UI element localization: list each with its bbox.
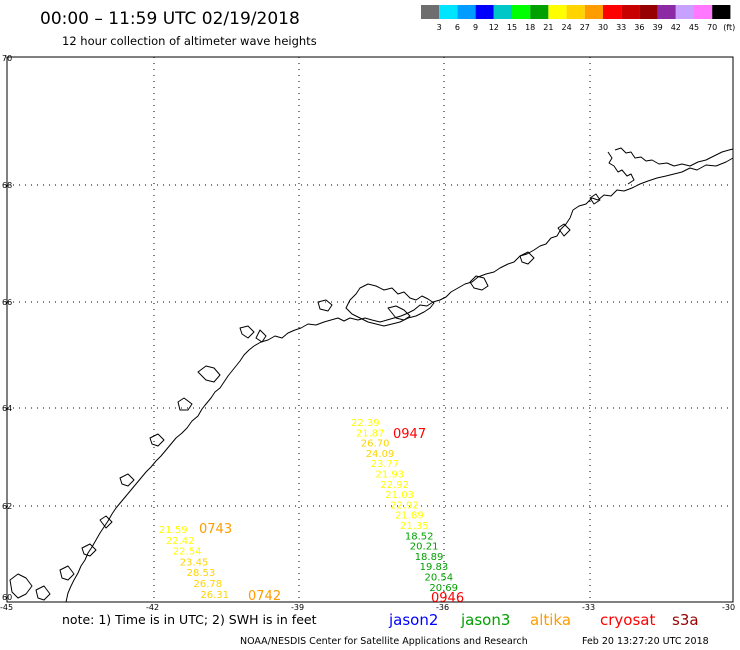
wave-height-reading: 18.52 bbox=[405, 531, 434, 542]
legend-swatch bbox=[603, 5, 622, 19]
map-title: 00:00 – 11:59 UTC 02/19/2018 bbox=[40, 9, 300, 29]
wave-height-reading: 26.78 bbox=[194, 579, 223, 590]
wave-height-reading: 20.69 bbox=[429, 583, 458, 594]
wave-height-reading: 26.31 bbox=[200, 590, 229, 601]
wave-height-reading: 21.93 bbox=[376, 470, 405, 481]
legend-swatch bbox=[566, 5, 585, 19]
pass-time-label: 0742 bbox=[248, 589, 281, 604]
wave-height-reading: 21.87 bbox=[356, 428, 385, 439]
lon-label: -36 bbox=[436, 603, 449, 612]
wave-height-reading: 20.54 bbox=[425, 573, 454, 584]
lat-label: 62 bbox=[2, 502, 12, 511]
track-0743: 0743 21.5922.4222.5423.4528.5326.7826.31… bbox=[159, 522, 281, 604]
satellite-legend: jason2 jason3 altika cryosat s3a bbox=[388, 611, 699, 629]
wave-height-reading: 20.21 bbox=[410, 542, 439, 553]
legend-label: 33 bbox=[616, 23, 626, 32]
legend-label: 6 bbox=[455, 23, 460, 32]
legend-label: 70 bbox=[707, 23, 717, 32]
pass-time-label: 0743 bbox=[199, 522, 232, 537]
lat-label: 66 bbox=[2, 298, 12, 307]
legend-swatch bbox=[530, 5, 549, 19]
wave-height-reading: 18.89 bbox=[415, 552, 444, 563]
lat-label: 64 bbox=[2, 404, 12, 413]
legend-label: 18 bbox=[525, 23, 535, 32]
legend-label: 15 bbox=[507, 23, 517, 32]
legend-label: 39 bbox=[653, 23, 663, 32]
legend-unit: (ft) bbox=[723, 23, 735, 32]
legend-label: 21 bbox=[543, 23, 553, 32]
track-0947: 0947 22.3921.8726.7024.0923.7721.9322.92… bbox=[351, 418, 464, 606]
legend-swatch bbox=[584, 5, 603, 19]
legend-label: 24 bbox=[562, 23, 572, 32]
lon-label: -30 bbox=[722, 603, 735, 612]
lat-label: 70 bbox=[2, 54, 12, 63]
wave-height-reading: 22.39 bbox=[351, 418, 380, 429]
legend-swatch bbox=[457, 5, 476, 19]
satellite-altika: altika bbox=[530, 611, 571, 629]
lon-label: -39 bbox=[291, 603, 304, 612]
longitude-labels: -45 -42 -39 -36 -33 -30 bbox=[0, 603, 735, 612]
lat-label: 60 bbox=[2, 593, 12, 602]
graticule bbox=[7, 57, 733, 602]
lon-label: -33 bbox=[582, 603, 595, 612]
legend-label: 9 bbox=[473, 23, 478, 32]
wave-height-reading: 22.92 bbox=[380, 480, 409, 491]
footnote: note: 1) Time is in UTC; 2) SWH is in fe… bbox=[62, 612, 317, 627]
legend-swatch bbox=[712, 5, 731, 19]
wave-height-reading: 26.70 bbox=[361, 439, 390, 450]
generation-timestamp: Feb 20 13:27:20 UTC 2018 bbox=[582, 636, 709, 647]
map-subtitle: 12 hour collection of altimeter wave hei… bbox=[62, 34, 317, 48]
credit-line: NOAA/NESDIS Center for Satellite Applica… bbox=[240, 636, 528, 647]
wave-height-reading: 21.35 bbox=[400, 521, 429, 532]
legend-swatch bbox=[512, 5, 531, 19]
legend-swatch bbox=[621, 5, 640, 19]
satellite-cryosat: cryosat bbox=[600, 611, 655, 629]
pass-time-label: 0947 bbox=[393, 427, 426, 442]
map-frame bbox=[6, 56, 734, 603]
legend-swatch bbox=[421, 5, 440, 19]
latitude-labels: 70 68 66 64 62 60 bbox=[2, 54, 12, 602]
legend-label: 42 bbox=[671, 23, 681, 32]
lon-label: -42 bbox=[146, 603, 159, 612]
legend-label: 30 bbox=[598, 23, 608, 32]
legend-label: 45 bbox=[689, 23, 699, 32]
satellite-s3a: s3a bbox=[672, 611, 699, 629]
wave-height-reading: 22.54 bbox=[173, 547, 202, 558]
greenland-coastline bbox=[9, 147, 734, 603]
lon-label: -45 bbox=[0, 603, 13, 612]
legend-swatch bbox=[493, 5, 512, 19]
color-legend: 3 6 9 12 15 18 21 24 27 30 33 36 39 42 45 70 (ft) bbox=[421, 5, 735, 32]
lat-label: 68 bbox=[2, 181, 12, 190]
legend-label: 27 bbox=[580, 23, 590, 32]
wave-height-reading: 23.77 bbox=[371, 459, 400, 470]
legend-swatch bbox=[475, 5, 494, 19]
legend-label: 36 bbox=[634, 23, 644, 32]
legend-swatch bbox=[639, 5, 658, 19]
legend-swatch bbox=[439, 5, 458, 19]
pass-time-label: 0946 bbox=[431, 591, 464, 606]
wave-height-reading: 22.92 bbox=[390, 500, 419, 511]
wave-height-reading: 21.59 bbox=[159, 525, 188, 536]
legend-label: 12 bbox=[489, 23, 499, 32]
satellite-jason2: jason2 bbox=[388, 611, 438, 629]
wave-height-reading: 24.09 bbox=[366, 449, 395, 460]
legend-swatch bbox=[657, 5, 676, 19]
satellite-jason3: jason3 bbox=[460, 611, 510, 629]
legend-swatch bbox=[675, 5, 694, 19]
wave-height-reading: 23.45 bbox=[180, 557, 209, 568]
wave-height-reading: 21.89 bbox=[395, 511, 424, 522]
wave-height-reading: 19.83 bbox=[420, 562, 449, 573]
wave-height-reading: 28.53 bbox=[187, 568, 216, 579]
legend-swatch bbox=[694, 5, 713, 19]
legend-label: 3 bbox=[437, 23, 442, 32]
wave-height-reading: 21.03 bbox=[385, 490, 414, 501]
wave-height-reading: 22.42 bbox=[166, 536, 195, 547]
legend-swatch bbox=[548, 5, 567, 19]
